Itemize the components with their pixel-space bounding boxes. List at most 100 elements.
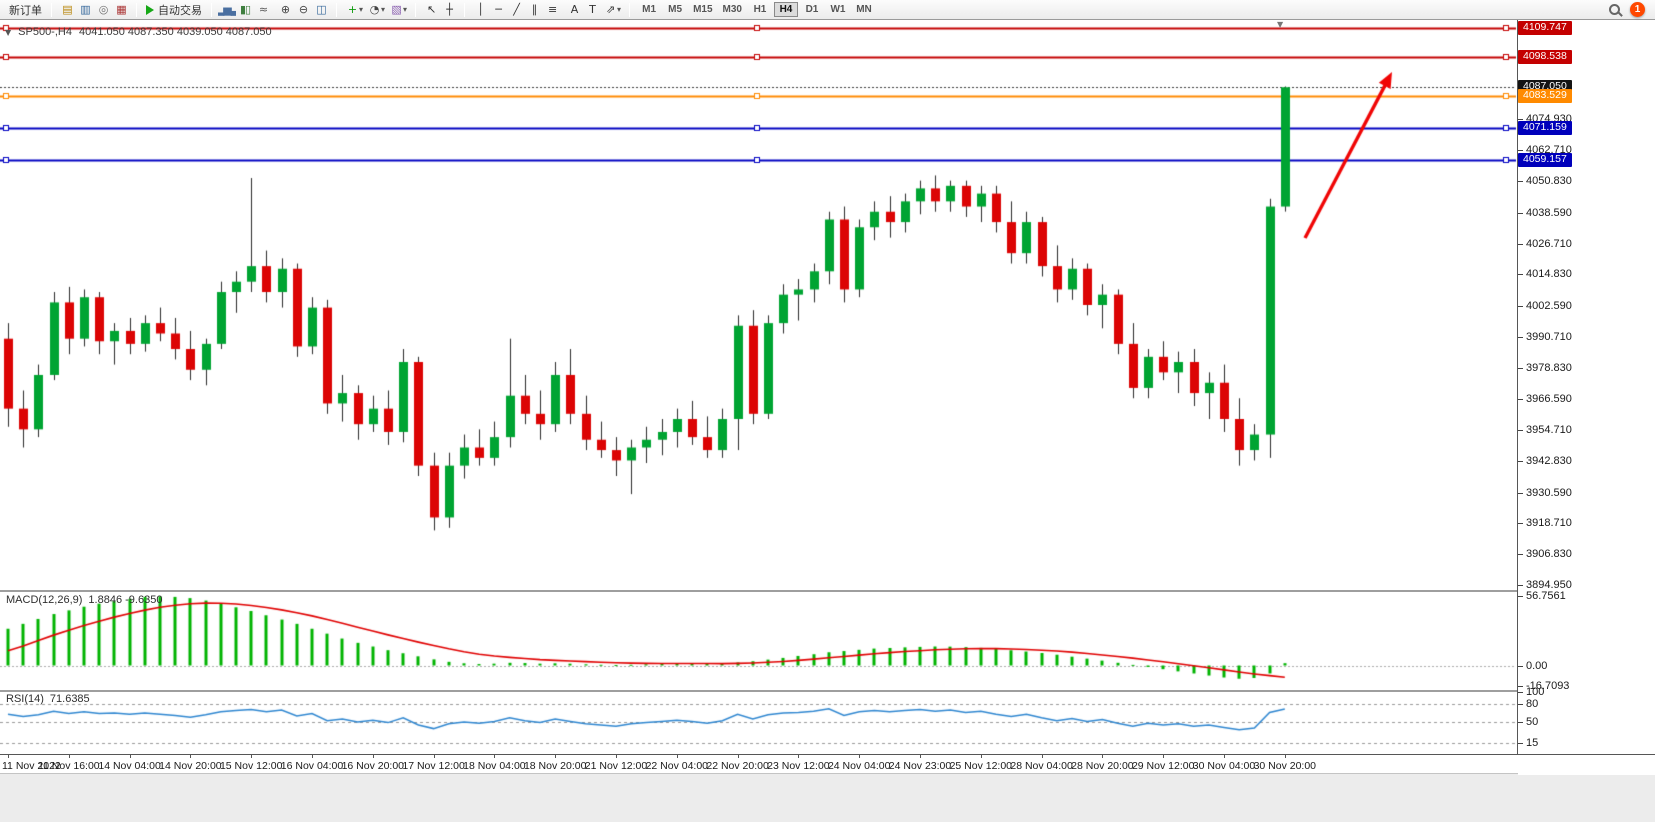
data-window-icon[interactable]: ▥ <box>80 2 90 16</box>
zoom-in-icon[interactable]: ⊕ <box>280 2 290 16</box>
new-order-button[interactable]: 新订单 <box>4 1 47 19</box>
new-order-label: 新订单 <box>9 4 42 17</box>
time-axis-label: 16 Nov 04:00 <box>280 760 344 772</box>
crosshair-icon[interactable]: ┼ <box>446 2 453 16</box>
time-axis-label: 11 Nov 16:00 <box>37 760 100 772</box>
periods-dropdown-arrow[interactable]: ▾ <box>381 5 386 14</box>
line-tool-icons: │ ─ ╱ ∥ ≡ <box>471 1 561 19</box>
price-tick: 4014.830 <box>1518 268 1572 280</box>
toolbar-separator <box>464 2 466 17</box>
rsi-name: RSI(14) <box>6 693 44 705</box>
zoom-out-icon[interactable]: ⊖ <box>298 2 308 16</box>
timeframe-button-w1[interactable]: W1 <box>830 4 846 15</box>
terminal-icon[interactable]: ▦ <box>116 2 126 16</box>
timeframe-button-m30[interactable]: M30 <box>722 4 742 15</box>
time-axis-label: 17 Nov 12:00 <box>402 760 465 772</box>
time-axis-tick <box>981 755 982 758</box>
market-watch-icon[interactable]: ▤ <box>62 2 72 16</box>
timeframe-button-m1[interactable]: M1 <box>642 4 657 15</box>
time-axis-tick <box>251 755 252 758</box>
time-axis-label: 11 Nov 2022 <box>2 760 61 772</box>
time-axis-label: 23 Nov 12:00 <box>767 760 830 772</box>
time-axis-tick <box>798 755 799 758</box>
chart-shift-marker[interactable]: ▼ <box>1277 20 1284 29</box>
label-icon[interactable]: T <box>589 2 596 16</box>
templates-dropdown-arrow[interactable]: ▾ <box>403 5 408 14</box>
one-click-trading-arrow[interactable]: ▼ <box>5 27 12 37</box>
rsi-scale-label: 50 <box>1518 716 1538 728</box>
macd-indicator-label: MACD(12,26,9) 1.8846 -9.6350 <box>6 594 162 606</box>
indicators-dropdown-arrow[interactable]: ▾ <box>359 5 364 14</box>
tile-windows-icon[interactable]: ◫ <box>316 2 326 16</box>
timeframe-button-mn[interactable]: MN <box>856 4 872 15</box>
price-tick: 4026.710 <box>1518 238 1572 250</box>
price-tick: 4038.590 <box>1518 207 1572 219</box>
channel-icon[interactable]: ∥ <box>531 2 538 16</box>
autotrading-button[interactable]: 自动交易 <box>141 1 207 19</box>
timeframe-button-m15[interactable]: M15 <box>693 4 713 15</box>
chart-type-icons: ▂▅▃ ▮▯ ≈ <box>218 1 272 19</box>
templates-icon[interactable]: ▧ <box>391 2 401 16</box>
time-axis-label: 22 Nov 04:00 <box>645 760 709 772</box>
toolbar-separator <box>211 2 212 17</box>
fibonacci-icon[interactable]: ≡ <box>547 2 557 16</box>
time-axis-label: 30 Nov 20:00 <box>1253 760 1317 772</box>
time-axis-tick <box>920 755 921 758</box>
toolbar-separator <box>51 2 52 17</box>
candlestick-chart-icon[interactable]: ▮▯ <box>239 2 251 16</box>
time-axis-label: 30 Nov 04:00 <box>1192 760 1256 772</box>
navigator-icon[interactable]: ◎ <box>98 2 109 16</box>
timeframe-button-m5[interactable]: M5 <box>668 4 683 15</box>
time-axis-label: 28 Nov 04:00 <box>1010 760 1073 772</box>
time-axis-tick <box>373 755 374 758</box>
price-tick: 3954.710 <box>1518 424 1572 436</box>
price-line-badge: 4059.157 <box>1518 152 1572 167</box>
time-axis[interactable]: 11 Nov 2022 11 Nov 16:00 14 Nov 04:00 14 No… <box>0 754 1655 773</box>
timeframe-button-h4[interactable]: H4 <box>773 2 798 17</box>
trendline-icon[interactable]: ╱ <box>513 2 520 16</box>
timeframe-button-h1[interactable]: H1 <box>753 4 767 15</box>
panel-divider[interactable] <box>0 690 1655 692</box>
zoom-icons: ⊕ ⊖ ◫ <box>276 1 330 19</box>
time-axis-tick <box>738 755 739 758</box>
notification-badge[interactable]: 1 <box>1630 2 1645 17</box>
price-axis[interactable]: 4074.930 4062.710 4050.830 4038.590 4026.710… <box>1518 0 1655 775</box>
text-icon[interactable]: A <box>570 2 579 16</box>
arrows-dropdown-arrow[interactable]: ▾ <box>617 5 622 14</box>
time-axis-tick <box>1163 755 1164 758</box>
time-axis-tick <box>1224 755 1225 758</box>
price-tick: 3942.830 <box>1518 455 1572 467</box>
panel-divider[interactable] <box>0 590 1655 592</box>
toolbar-separator <box>415 2 417 17</box>
chart-canvas[interactable] <box>0 20 1655 755</box>
price-tick: 4050.830 <box>1518 175 1572 187</box>
time-axis-tick <box>190 755 191 758</box>
autotrading-play-icon <box>146 4 154 15</box>
macd-scale-label: -16.7093 <box>1518 680 1569 692</box>
bottom-filler <box>0 773 1655 822</box>
time-axis-label: 29 Nov 12:00 <box>1131 760 1195 772</box>
bar-chart-icon[interactable]: ▂▅▃ <box>218 2 236 16</box>
line-chart-icon[interactable]: ≈ <box>258 2 268 16</box>
toolbar-separator <box>136 2 137 17</box>
search-icon[interactable] <box>1609 4 1620 15</box>
time-axis-tick <box>312 755 313 758</box>
text-tool-icons: A T ⇗ ▾ <box>565 1 623 19</box>
indicators-icon[interactable]: + <box>347 2 357 16</box>
arrows-icon[interactable]: ⇗ <box>605 2 615 16</box>
timeframe-button-d1[interactable]: D1 <box>805 4 819 15</box>
time-axis-tick <box>677 755 678 758</box>
time-axis-tick <box>616 755 617 758</box>
cursor-icon[interactable]: ↖ <box>426 2 436 16</box>
periods-icon[interactable]: ◔ <box>369 2 380 16</box>
macd-values: 1.8846 -9.6350 <box>88 594 163 606</box>
vertical-line-icon[interactable]: │ <box>477 2 484 16</box>
time-axis-label: 14 Nov 20:00 <box>159 760 222 772</box>
horizontal-line-icon[interactable]: ─ <box>495 2 502 16</box>
quick-access-icons: ▤ ▥ ◎ ▦ <box>58 1 130 19</box>
time-axis-tick <box>859 755 860 758</box>
time-axis-label: 15 Nov 12:00 <box>219 760 283 772</box>
price-tick: 3906.830 <box>1518 548 1572 560</box>
price-line-badge: 4083.529 <box>1518 89 1572 104</box>
